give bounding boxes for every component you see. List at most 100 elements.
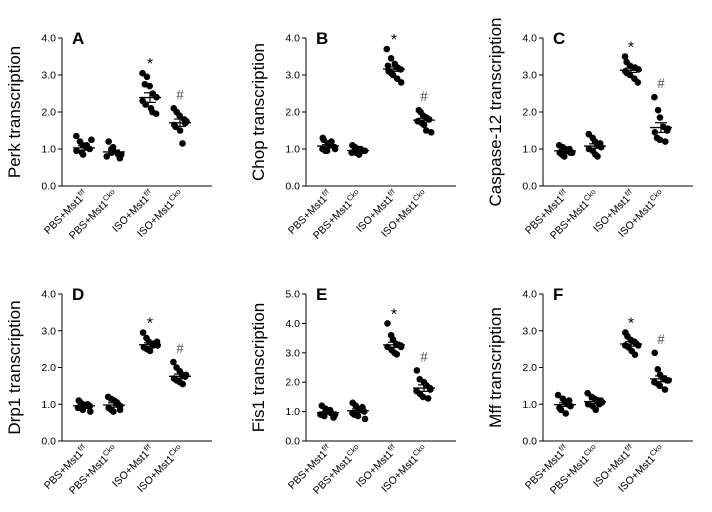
data-point <box>621 53 629 60</box>
y-tick-label: 0.0 <box>522 181 537 193</box>
y-tick-label: 1.0 <box>522 144 537 156</box>
significance-star: * <box>147 56 153 73</box>
data-point <box>354 412 362 420</box>
category-superscript: f/f <box>75 186 86 197</box>
data-point <box>355 151 363 158</box>
data-point <box>87 408 94 415</box>
category-superscript: f/f <box>556 186 567 197</box>
y-tick-label: 1.0 <box>285 406 300 418</box>
data-point <box>103 153 111 160</box>
y-tick-label: 0.0 <box>41 436 56 448</box>
data-point <box>323 147 331 155</box>
significance-star: * <box>391 32 397 49</box>
data-point <box>597 397 605 404</box>
y-tick-label: 2.0 <box>285 107 300 119</box>
y-tick-label: 3.0 <box>522 325 537 337</box>
data-point <box>116 154 124 162</box>
data-point <box>139 329 147 336</box>
data-point <box>413 367 421 374</box>
significance-hash: # <box>420 349 428 365</box>
data-point <box>634 342 642 349</box>
data-point <box>661 386 669 393</box>
y-tick-label: 4.0 <box>522 289 537 301</box>
y-tick-label: 3.0 <box>41 70 56 82</box>
panel-f: 0.0 1.0 2.0 3.0 4.0 Mff transcription F PBS+Mst… <box>486 285 693 497</box>
data-point <box>88 136 95 144</box>
significance-star: * <box>628 40 634 57</box>
data-point <box>656 382 664 390</box>
y-tick-label: 2.0 <box>522 362 537 374</box>
y-tick-label: 3.0 <box>522 70 537 82</box>
significance-star: * <box>628 316 634 333</box>
category-superscript: f/f <box>319 441 330 452</box>
panel-letter: C <box>553 29 565 48</box>
panel-d: 0.0 1.0 2.0 3.0 4.0 Drp1 transcription D PBS+Ms… <box>5 285 212 497</box>
data-point <box>594 153 601 160</box>
y-tick-label: 5.0 <box>285 289 300 301</box>
panel-letter: A <box>72 29 84 48</box>
y-tick-label: 0.0 <box>285 181 300 193</box>
data-point <box>116 406 124 414</box>
y-tick-label: 2.0 <box>522 107 537 119</box>
data-point <box>143 73 151 81</box>
data-point <box>654 366 662 373</box>
significance-star: * <box>147 316 153 333</box>
significance-star: * <box>391 306 397 323</box>
category-label: PBS+Mst1Cko <box>65 442 120 497</box>
category-superscript: f/f <box>75 441 86 452</box>
data-point <box>393 350 401 358</box>
data-point <box>651 349 659 357</box>
data-point <box>387 55 395 62</box>
y-tick-label: 3.0 <box>285 70 300 82</box>
category-superscript: f/f <box>141 441 152 452</box>
data-point <box>170 358 177 366</box>
data-point <box>328 138 335 145</box>
y-axis-label: Fis1 transcription <box>249 303 268 432</box>
significance-hash: # <box>176 341 184 357</box>
panel-c: 0.0 1.0 2.0 3.0 4.0 Caspase-12 transcription C… <box>486 18 693 242</box>
data-point <box>656 136 664 144</box>
y-axis-label: Drp1 transcription <box>5 300 24 434</box>
data-point <box>656 114 664 121</box>
data-point <box>631 351 639 358</box>
y-tick-label: 4.0 <box>41 289 56 301</box>
data-point <box>152 110 160 118</box>
data-point <box>79 406 87 414</box>
y-axis-label: Mff transcription <box>486 307 505 428</box>
data-point <box>179 140 186 147</box>
data-point <box>422 127 430 134</box>
data-point <box>635 66 642 73</box>
y-axis-label: Chop transcription <box>249 43 268 181</box>
data-point <box>626 71 634 79</box>
data-point <box>73 147 80 155</box>
significance-hash: # <box>176 87 184 103</box>
data-point <box>176 112 183 119</box>
data-point <box>331 145 339 153</box>
significance-hash: # <box>657 76 665 92</box>
data-point <box>651 129 659 136</box>
category-superscript: f/f <box>556 441 567 452</box>
y-tick-label: 2.0 <box>285 377 300 389</box>
data-point <box>384 320 391 327</box>
y-tick-label: 2.0 <box>41 362 56 374</box>
data-point <box>651 93 658 101</box>
data-point <box>79 151 87 158</box>
y-tick-label: 2.0 <box>41 107 56 119</box>
data-point <box>182 371 190 379</box>
category-superscript: f/f <box>622 186 633 197</box>
panel-letter: B <box>316 29 328 48</box>
panel-e: 0.0 1.0 2.0 3.0 4.0 5.0 Fis1 transcription E PBS… <box>249 285 456 497</box>
data-point <box>634 79 642 86</box>
data-point <box>562 410 570 417</box>
data-point <box>557 406 565 414</box>
category-superscript: f/f <box>141 186 152 197</box>
y-tick-label: 1.0 <box>522 399 537 411</box>
data-point <box>110 408 117 415</box>
data-point <box>427 129 435 136</box>
y-tick-label: 4.0 <box>285 318 300 330</box>
significance-hash: # <box>657 332 665 348</box>
y-tick-label: 4.0 <box>285 33 300 45</box>
data-point <box>397 79 405 86</box>
category-superscript: f/f <box>319 186 330 197</box>
